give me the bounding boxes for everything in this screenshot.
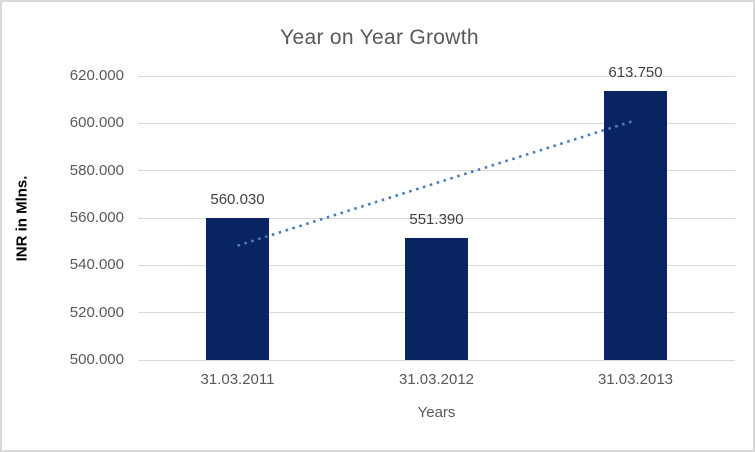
gridline bbox=[138, 75, 735, 77]
y-tick-label: 560.000 bbox=[69, 209, 124, 226]
y-tick-label: 580.000 bbox=[69, 161, 124, 179]
y-tick-label: 600.000 bbox=[69, 114, 124, 132]
x-tick-label: 31.03.2013 bbox=[597, 371, 674, 388]
bar bbox=[206, 217, 269, 360]
y-tick-label: 540.000 bbox=[69, 256, 124, 274]
gridline bbox=[138, 359, 735, 361]
bar bbox=[604, 90, 667, 360]
chart-title: Year on Year Growth bbox=[280, 26, 479, 49]
x-tick-label: 31.03.2012 bbox=[398, 371, 475, 388]
y-tick-label: 520.000 bbox=[69, 303, 124, 321]
x-tick-label: 31.03.2011 bbox=[200, 371, 275, 388]
bar-value-label: 613.750 bbox=[608, 63, 663, 81]
y-tick-label: 500.000 bbox=[69, 351, 124, 368]
y-axis-title: INR in Mlns. bbox=[13, 175, 31, 262]
bar-value-label: 551.390 bbox=[409, 211, 464, 229]
x-axis-title: Years bbox=[417, 404, 456, 421]
y-tick-label: 620.000 bbox=[69, 67, 124, 84]
bar bbox=[405, 238, 468, 360]
bar-value-label: 560.030 bbox=[210, 190, 265, 208]
